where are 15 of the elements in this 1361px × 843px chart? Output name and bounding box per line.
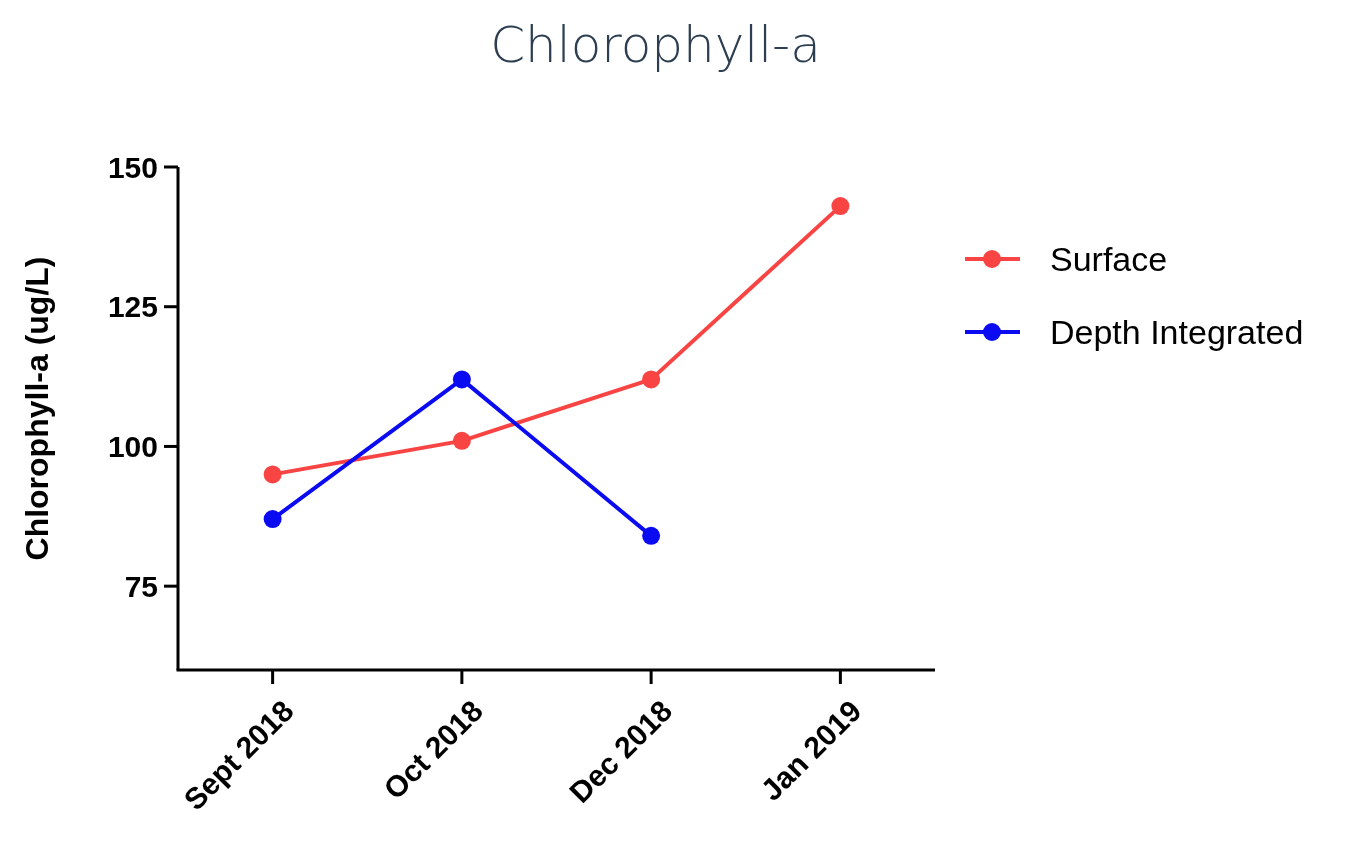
y-tick-label: 100 — [107, 429, 158, 463]
y-tick-label: 150 — [107, 150, 158, 184]
point — [452, 370, 471, 389]
legend-label: Surface — [1050, 239, 1168, 278]
legend-label: Depth Integrated — [1050, 312, 1304, 351]
point — [452, 431, 471, 450]
point — [642, 526, 661, 545]
point — [263, 510, 282, 529]
y-axis-title: Chlorophyll-a (ug/L) — [19, 256, 55, 561]
y-tick-label: 125 — [107, 290, 158, 324]
y-tick-label: 75 — [124, 569, 158, 603]
point — [642, 370, 661, 389]
point — [831, 197, 850, 216]
point — [263, 465, 282, 484]
chart-title: Chlorophyll-a — [490, 16, 821, 74]
